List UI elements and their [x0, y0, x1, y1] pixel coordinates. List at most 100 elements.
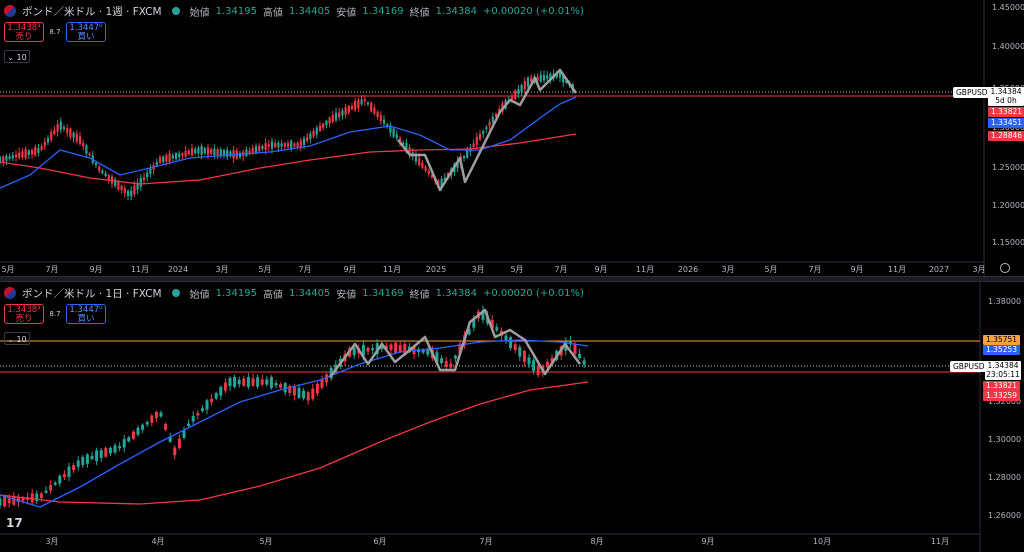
candle-body: [99, 450, 103, 458]
candle-body: [210, 149, 213, 154]
price-label-level: 1.35751: [983, 335, 1021, 345]
candle-body: [196, 412, 200, 416]
candle-body: [306, 392, 310, 401]
candle-body: [522, 350, 526, 362]
candle-body: [481, 310, 485, 320]
time-axis-tick: 2027: [929, 265, 949, 274]
candle-body: [536, 76, 539, 81]
candle-body: [299, 140, 302, 149]
low-label: 安値: [336, 289, 357, 301]
candle-body: [283, 143, 286, 147]
time-axis-tick: 5月: [258, 265, 271, 274]
buy-button[interactable]: 1.3447⁰ 買い: [66, 22, 106, 42]
candle-body: [421, 162, 424, 168]
candle-body: [108, 447, 112, 454]
candle-body: [229, 151, 232, 157]
candle-body: [568, 340, 572, 345]
candle-body: [466, 148, 469, 158]
candle-body: [139, 177, 142, 187]
time-axis-tick: 4月: [151, 537, 164, 546]
candle-body: [219, 149, 222, 156]
candle-body: [260, 379, 264, 385]
sell-button[interactable]: 1.3438³ 売り: [4, 304, 44, 324]
candle-body: [127, 437, 131, 442]
candle-body: [213, 148, 216, 155]
candle-body: [456, 160, 459, 169]
candle-body: [237, 379, 241, 385]
candle-body: [509, 337, 513, 348]
price-axis-tick: 1.25000: [992, 163, 1024, 172]
weekly-chart-panel[interactable]: 1.450001.400001.350001.300001.250001.200…: [0, 0, 1024, 276]
candle-body: [0, 498, 2, 506]
panel-separator[interactable]: [0, 276, 1024, 282]
axis-labels: 1.38000 1.32000 1.30000 1.28000 1.26000 3月 4月 5…: [45, 297, 1021, 546]
price-axis-tick: 1.26000: [988, 511, 1021, 520]
close-value: 1.34384: [435, 5, 478, 17]
candle-body: [203, 148, 206, 154]
time-axis-tick: 7月: [554, 265, 567, 274]
candle-body: [24, 149, 27, 159]
sell-price: 1.3438³: [7, 305, 41, 315]
time-axis-tick: 5月: [1, 265, 14, 274]
candle-body: [526, 77, 530, 87]
candle-body: [328, 117, 331, 124]
price-label-ma-long: 1.28846: [988, 131, 1024, 141]
candle-body: [0, 157, 2, 163]
candle-body: [78, 136, 82, 144]
indicator-toggle[interactable]: ⌄ 10: [4, 50, 30, 63]
candle-body: [214, 393, 218, 399]
buy-button[interactable]: 1.3447⁰ 買い: [66, 304, 106, 324]
high-value: 1.34405: [288, 5, 331, 17]
candle-body: [475, 136, 478, 145]
price-label-ma-long: 1.33259: [983, 391, 1021, 401]
candle-body: [95, 450, 99, 462]
candle-body: [18, 152, 21, 158]
candle-body: [88, 153, 91, 156]
candle-body: [130, 190, 133, 197]
candle-body: [366, 102, 370, 105]
candle-body: [187, 423, 191, 426]
candle-body: [472, 143, 475, 147]
weekly-symbol-title[interactable]: ポンド／米ドル · 1週 · FXCM: [22, 5, 162, 18]
candle-body: [546, 75, 549, 79]
candle-body: [136, 182, 139, 190]
candle-body: [3, 496, 7, 507]
candle-body: [222, 150, 226, 156]
candle-body: [104, 173, 107, 176]
candle-body: [184, 150, 187, 157]
candle-body: [146, 172, 149, 178]
candle-body: [315, 127, 318, 135]
candle-body: [530, 77, 533, 83]
candle-body: [59, 121, 62, 130]
close-label: 終値: [409, 289, 430, 301]
time-axis-tick: 3月: [215, 265, 228, 274]
daily-price-chart[interactable]: 1.38000 1.32000 1.30000 1.28000 1.26000 3月 4月 5…: [0, 282, 1024, 552]
candle-body: [288, 385, 292, 394]
sell-button[interactable]: 1.3438³ 売り: [4, 22, 44, 42]
candle-body: [267, 144, 270, 147]
candle-body: [165, 155, 168, 162]
candle-body: [274, 383, 278, 386]
price-label-ma-mid: 1.35253: [983, 345, 1021, 355]
indicator-toggle[interactable]: ⌄ 10: [4, 332, 30, 345]
candle-body: [427, 170, 430, 174]
candle-body: [536, 365, 540, 376]
daily-chart-panel[interactable]: 1.38000 1.32000 1.30000 1.28000 1.26000 3月 4月 5…: [0, 282, 1024, 552]
candle-body: [245, 149, 248, 157]
candle-body: [376, 111, 379, 118]
candle-body: [549, 73, 552, 80]
candle-body: [430, 174, 434, 178]
candle-body: [44, 490, 48, 493]
candle-body: [279, 384, 283, 388]
weekly-price-chart[interactable]: 1.450001.400001.350001.300001.250001.200…: [0, 0, 1024, 276]
candle-body: [14, 154, 18, 158]
candle-body: [331, 114, 334, 122]
daily-symbol-title[interactable]: ポンド／米ドル · 1日 · FXCM: [22, 287, 162, 300]
settings-icon[interactable]: [1000, 263, 1010, 273]
time-axis-tick: 2024: [168, 265, 188, 274]
price-axis-tick: 1.38000: [988, 297, 1021, 306]
price-axis-tick: 1.20000: [992, 201, 1024, 210]
candle-body: [205, 400, 209, 410]
candle-body: [344, 107, 347, 115]
candle-body: [72, 465, 76, 471]
